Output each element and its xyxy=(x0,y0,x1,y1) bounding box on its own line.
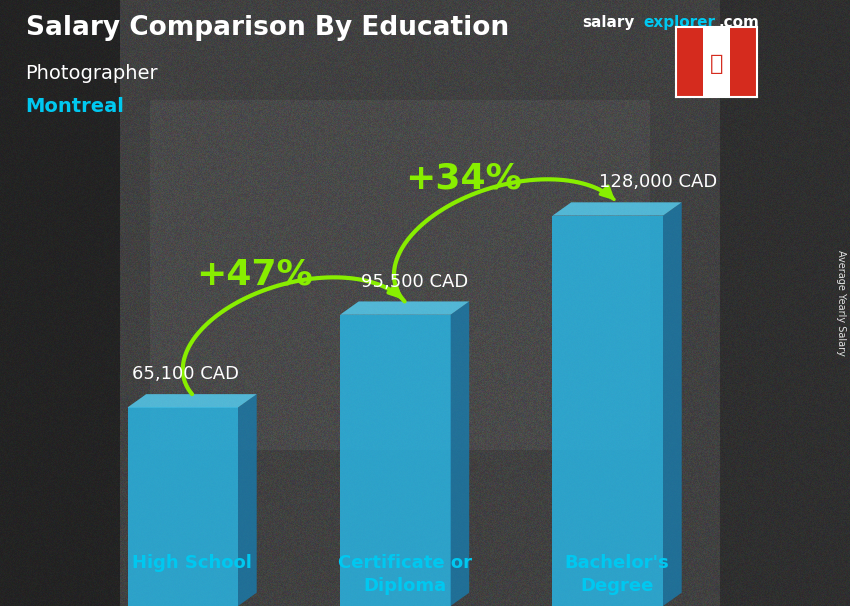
Text: 65,100 CAD: 65,100 CAD xyxy=(132,365,239,383)
Text: +47%: +47% xyxy=(196,257,313,291)
Text: explorer: explorer xyxy=(643,15,716,30)
Text: Salary Comparison By Education: Salary Comparison By Education xyxy=(26,15,508,41)
Polygon shape xyxy=(340,301,469,315)
Text: 128,000 CAD: 128,000 CAD xyxy=(599,173,717,191)
Text: salary: salary xyxy=(582,15,635,30)
Text: Photographer: Photographer xyxy=(26,64,158,82)
Polygon shape xyxy=(729,27,756,97)
Text: Bachelor's
Degree: Bachelor's Degree xyxy=(564,554,670,594)
Polygon shape xyxy=(340,315,450,606)
Polygon shape xyxy=(128,407,238,606)
Text: 🍁: 🍁 xyxy=(710,54,722,74)
Polygon shape xyxy=(552,216,663,606)
Polygon shape xyxy=(552,202,682,216)
Polygon shape xyxy=(703,27,729,97)
Text: Average Yearly Salary: Average Yearly Salary xyxy=(836,250,846,356)
Text: Certificate or
Diploma: Certificate or Diploma xyxy=(337,554,472,594)
Text: .com: .com xyxy=(718,15,759,30)
Text: High School: High School xyxy=(132,554,252,573)
Polygon shape xyxy=(663,202,682,606)
Polygon shape xyxy=(238,394,257,606)
Polygon shape xyxy=(676,27,703,97)
Polygon shape xyxy=(128,394,257,407)
Polygon shape xyxy=(450,301,469,606)
Text: 95,500 CAD: 95,500 CAD xyxy=(361,273,468,290)
Text: +34%: +34% xyxy=(405,161,522,195)
Text: Montreal: Montreal xyxy=(26,97,124,116)
